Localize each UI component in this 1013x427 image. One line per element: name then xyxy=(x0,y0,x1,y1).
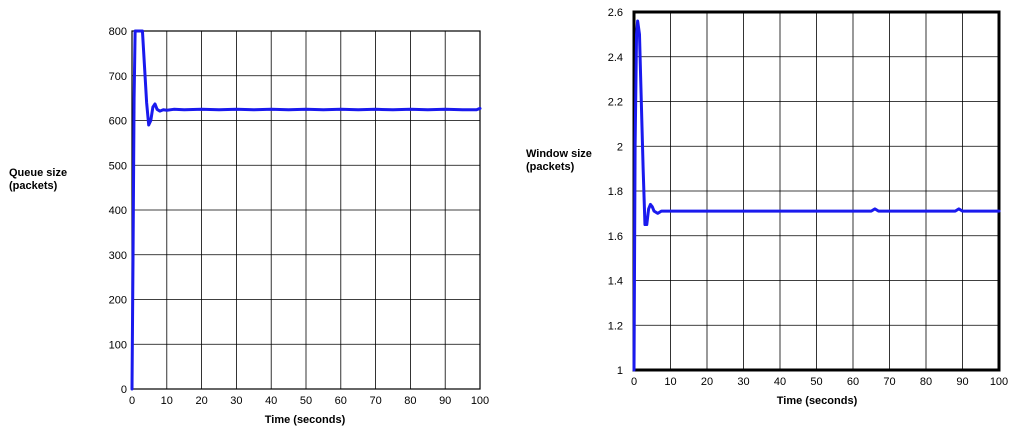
window-grid xyxy=(633,11,1000,371)
queue-y-tick-label: 100 xyxy=(109,339,127,351)
queue-y-tick-label: 700 xyxy=(109,71,127,83)
queue-y-tick-label: 0 xyxy=(121,384,127,396)
window-x-tick-label: 80 xyxy=(920,376,932,388)
queue-x-tick-label: 70 xyxy=(369,395,381,407)
window-x-tick-label: 60 xyxy=(847,376,859,388)
queue-y-tick-label: 500 xyxy=(109,160,127,172)
queue-x-tick-label: 60 xyxy=(335,395,347,407)
queue-y-axis-label-line1: Queue size xyxy=(9,167,67,179)
window-y-ticks: 1 1.2 1.4 1.6 1.8 2 2.2 2.4 2.6 xyxy=(608,7,623,377)
queue-x-axis-label: Time (seconds) xyxy=(265,414,346,426)
window-x-tick-label: 10 xyxy=(664,376,676,388)
window-y-tick-label: 2.4 xyxy=(608,52,623,64)
queue-x-tick-label: 100 xyxy=(471,395,489,407)
window-y-tick-label: 1.6 xyxy=(608,231,623,243)
window-x-tick-label: 50 xyxy=(810,376,822,388)
queue-y-tick-label: 300 xyxy=(109,250,127,262)
window-x-tick-label: 20 xyxy=(701,376,713,388)
window-y-tick-label: 1 xyxy=(617,365,623,377)
window-x-axis-label: Time (seconds) xyxy=(777,395,858,407)
queue-x-tick-label: 50 xyxy=(300,395,312,407)
window-y-tick-label: 1.4 xyxy=(608,276,623,288)
queue-x-tick-label: 80 xyxy=(404,395,416,407)
queue-y-ticks: 0 100 200 300 400 500 600 700 800 xyxy=(109,26,127,396)
queue-x-ticks: 0 10 20 30 40 50 60 70 80 90 100 xyxy=(129,395,489,407)
window-x-tick-label: 40 xyxy=(774,376,786,388)
queue-y-tick-label: 200 xyxy=(109,295,127,307)
queue-x-tick-label: 20 xyxy=(195,395,207,407)
window-y-tick-label: 2 xyxy=(617,141,623,153)
window-y-axis-label-line2: (packets) xyxy=(526,161,575,173)
queue-size-series-line xyxy=(130,29,482,391)
window-size-chart: 1 1.2 1.4 1.6 1.8 2 2.2 2.4 2.6 0 10 20 30 40 50 60 70 8… xyxy=(526,7,1008,407)
window-y-axis-label-line1: Window size xyxy=(526,148,592,160)
window-y-tick-label: 2.2 xyxy=(608,97,623,109)
window-x-tick-label: 70 xyxy=(883,376,895,388)
window-x-tick-label: 0 xyxy=(631,376,637,388)
queue-x-tick-label: 40 xyxy=(265,395,277,407)
queue-x-tick-label: 10 xyxy=(161,395,173,407)
queue-y-axis-label-line2: (packets) xyxy=(9,180,58,192)
queue-grid xyxy=(131,30,481,390)
window-y-tick-label: 1.2 xyxy=(608,320,623,332)
window-x-ticks: 0 10 20 30 40 50 60 70 80 90 100 xyxy=(631,376,1008,388)
window-y-tick-label: 2.6 xyxy=(608,7,623,19)
queue-x-tick-label: 30 xyxy=(230,395,242,407)
window-y-tick-label: 1.8 xyxy=(608,186,623,198)
queue-size-chart: 0 100 200 300 400 500 600 700 800 0 10 20 30 40 50 60 7… xyxy=(9,26,489,426)
window-size-series-line xyxy=(632,19,1001,372)
queue-y-tick-label: 600 xyxy=(109,116,127,128)
queue-y-tick-label: 400 xyxy=(109,205,127,217)
window-x-tick-label: 100 xyxy=(990,376,1008,388)
queue-y-tick-label: 800 xyxy=(109,26,127,38)
queue-x-tick-label: 90 xyxy=(439,395,451,407)
window-x-tick-label: 90 xyxy=(956,376,968,388)
window-x-tick-label: 30 xyxy=(737,376,749,388)
queue-x-tick-label: 0 xyxy=(129,395,135,407)
